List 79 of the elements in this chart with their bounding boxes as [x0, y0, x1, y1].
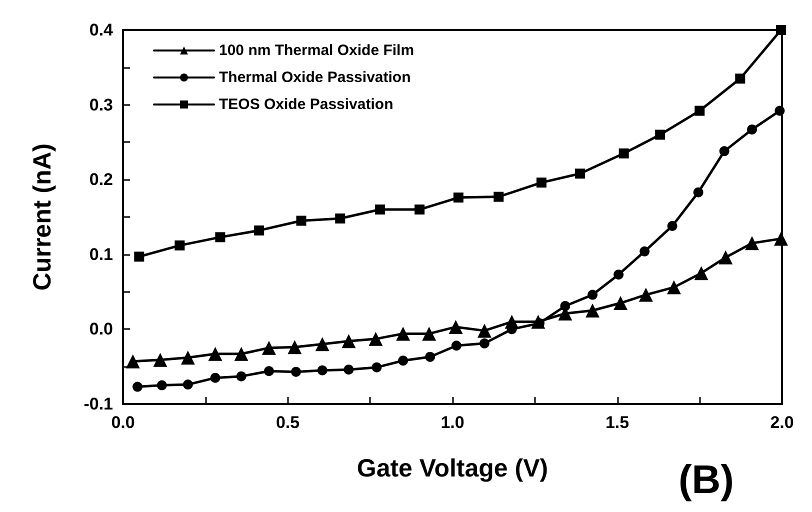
- point: [719, 146, 730, 156]
- point: [735, 74, 746, 84]
- y-tick-label: 0.1: [89, 244, 113, 264]
- point: [640, 246, 650, 256]
- point: [396, 326, 410, 341]
- point: [618, 148, 629, 158]
- legend-label: TEOS Oxide Passivation: [219, 96, 394, 113]
- point: [453, 192, 464, 203]
- point: [666, 280, 681, 294]
- y-tick-label: 0.2: [89, 170, 113, 190]
- point: [234, 346, 248, 361]
- point: [586, 304, 600, 318]
- point: [372, 362, 382, 372]
- point: [126, 354, 140, 368]
- point: [153, 352, 168, 367]
- point: [315, 337, 330, 352]
- point: [451, 340, 462, 351]
- point: [156, 380, 167, 390]
- point: [134, 252, 144, 262]
- x-axis-title: Gate Voltage (V): [356, 454, 548, 482]
- point: [774, 232, 788, 246]
- point: [317, 365, 328, 376]
- y-tick-label: 0.0: [89, 320, 113, 339]
- point: [288, 340, 302, 354]
- y-tick-label: 0.4: [89, 20, 114, 40]
- point: [479, 338, 490, 348]
- point: [291, 366, 301, 377]
- point: [745, 236, 760, 250]
- point: [342, 334, 356, 348]
- point: [693, 187, 704, 198]
- point: [655, 130, 666, 140]
- point: [208, 346, 222, 361]
- point: [536, 178, 546, 188]
- point: [215, 232, 226, 242]
- legend-label: Thermal Oxide Passivation: [219, 69, 411, 86]
- point: [425, 352, 436, 362]
- point: [614, 270, 624, 280]
- point: [236, 371, 246, 382]
- x-tick-label: 0.0: [111, 413, 135, 432]
- point: [262, 340, 276, 355]
- point: [494, 192, 504, 202]
- x-tick-label: 0.5: [276, 413, 300, 432]
- point: [264, 366, 274, 376]
- point: [614, 296, 628, 310]
- point: [560, 301, 570, 312]
- y-axis-title: Current (nA): [28, 143, 56, 291]
- point: [174, 240, 185, 250]
- point: [375, 204, 386, 215]
- point: [667, 220, 678, 231]
- point: [132, 382, 142, 392]
- point: [774, 106, 785, 116]
- point: [422, 326, 436, 341]
- y-tick-label: -0.1: [84, 394, 113, 414]
- point: [477, 324, 492, 338]
- y-tick-label: 0.3: [89, 95, 113, 114]
- text: (B): [678, 458, 734, 502]
- point: [694, 266, 708, 280]
- x-tick-label: 1.0: [440, 413, 464, 432]
- point: [344, 364, 354, 375]
- point: [180, 350, 195, 365]
- legend-label: 100 nm Thermal Oxide Film: [219, 42, 414, 59]
- point: [368, 332, 383, 346]
- point: [182, 380, 193, 390]
- point: [335, 213, 346, 224]
- point: [588, 290, 598, 300]
- point: [638, 288, 653, 302]
- point: [398, 356, 408, 366]
- point: [694, 106, 705, 116]
- point: [448, 320, 463, 334]
- point: [254, 225, 264, 236]
- point: [414, 204, 425, 215]
- point: [747, 124, 758, 134]
- point: [210, 372, 220, 383]
- point: [296, 216, 306, 226]
- x-tick-label: 1.5: [605, 413, 630, 432]
- point: [718, 250, 733, 264]
- point: [776, 25, 786, 35]
- point: [575, 168, 586, 179]
- x-tick-label: 2.0: [770, 413, 794, 432]
